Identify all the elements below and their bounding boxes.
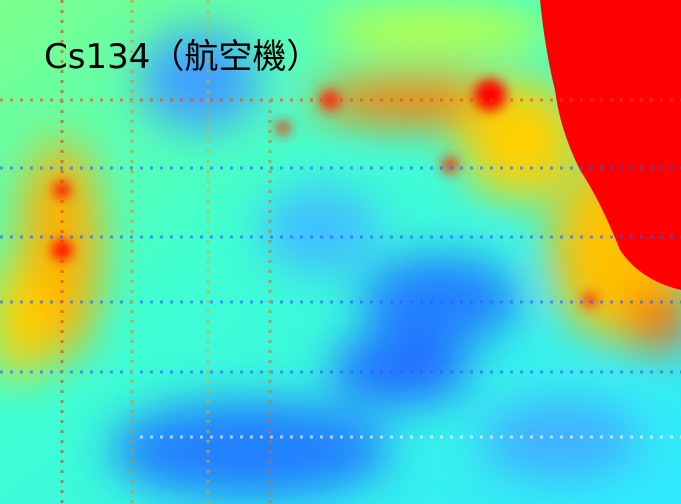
low-zone — [330, 335, 470, 405]
mid-zone — [320, 5, 560, 55]
heatmap-map: Cs134（航空機） — [0, 0, 681, 504]
page: Cs134（航空機） (() => { const data = JSON.pa… — [0, 0, 681, 504]
hot-spot — [583, 293, 597, 307]
low-zone — [110, 400, 390, 500]
map-title: Cs134（航空機） — [44, 37, 320, 77]
hot-spot — [474, 79, 506, 111]
low-zone — [360, 255, 520, 345]
hot-spot — [442, 157, 458, 173]
low-zone — [480, 400, 640, 480]
hot-spot — [276, 121, 290, 135]
low-zone — [260, 185, 380, 275]
